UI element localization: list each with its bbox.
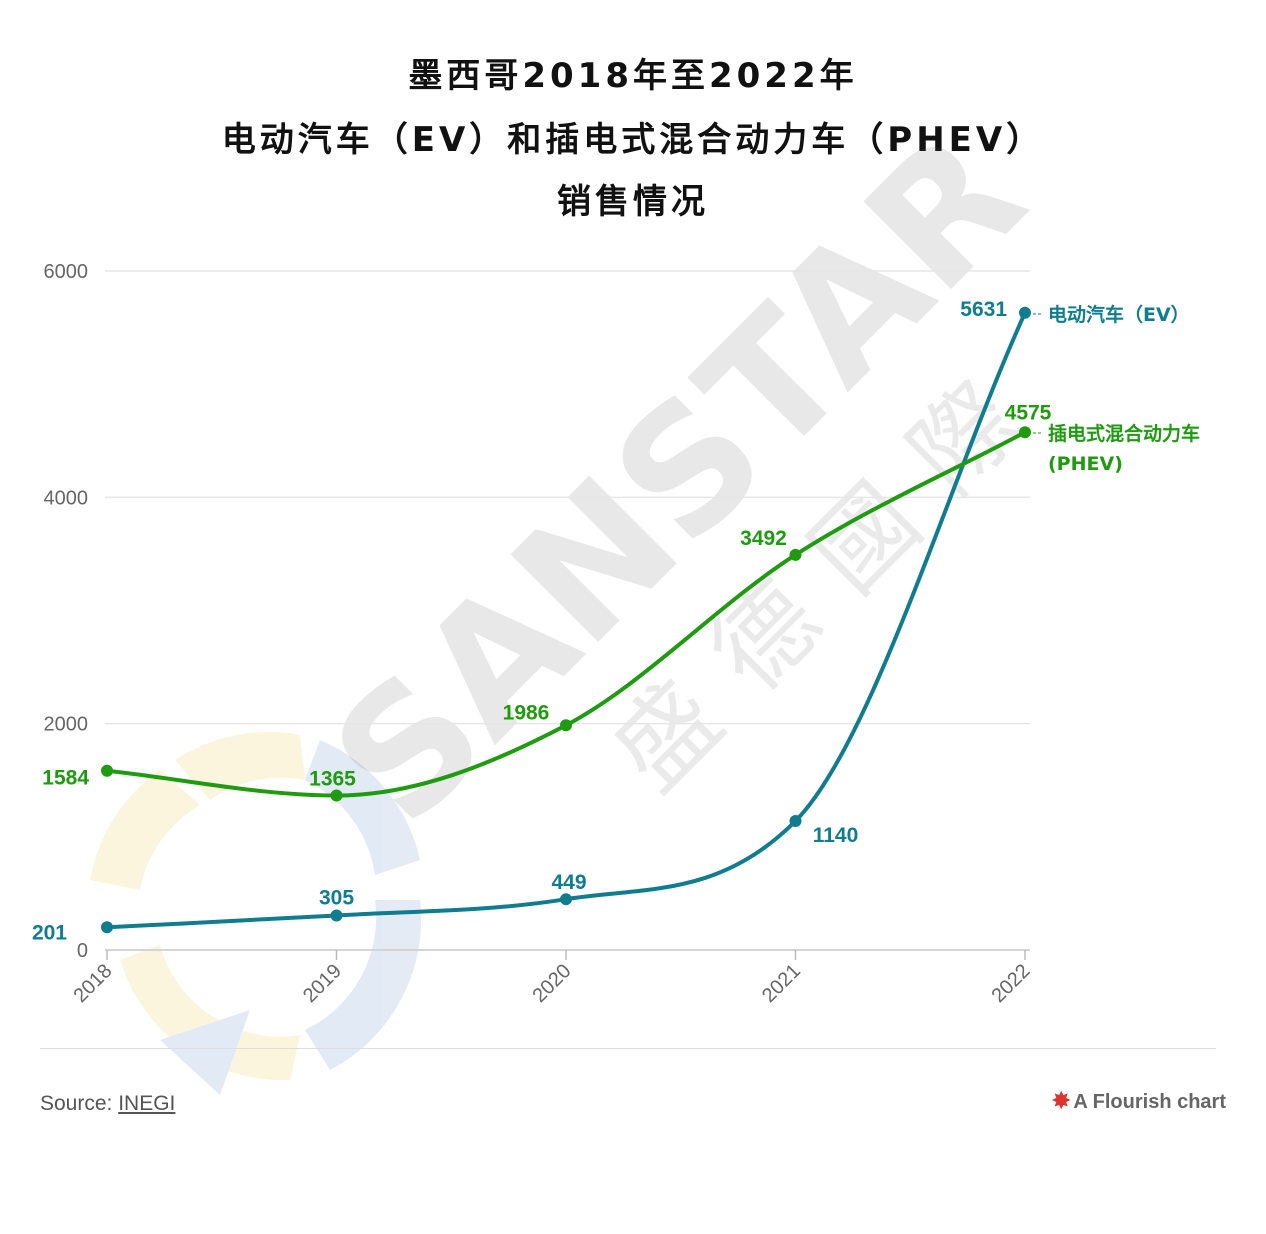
data-label: 1365 <box>309 768 356 791</box>
flourish-credit-text: A Flourish chart <box>1073 1091 1226 1113</box>
data-point <box>789 548 802 561</box>
chart-title-line1: 墨西哥2018年至2022年 <box>408 56 858 96</box>
data-point <box>330 789 343 802</box>
data-point <box>789 814 802 827</box>
data-label: 1986 <box>503 701 550 724</box>
x-tick-label: 2021 <box>758 960 805 1007</box>
data-label: 3492 <box>740 527 787 550</box>
data-label: 201 <box>32 921 67 944</box>
y-tick-label: 0 <box>77 940 88 962</box>
data-point <box>1019 426 1031 439</box>
axes: 0 2000 4000 6000 2018 2019 2020 2021 2022 <box>44 261 1035 1007</box>
data-label: 4575 <box>1005 401 1052 424</box>
series-label-phev: 插电式混合动力车 (PHEV) <box>1033 422 1200 475</box>
footer-divider <box>40 1048 1216 1049</box>
data-label: 305 <box>319 886 354 909</box>
data-point <box>101 921 113 934</box>
series-label-ev: 电动汽车（EV） <box>1033 303 1190 326</box>
data-point <box>560 893 572 906</box>
source-note: Source: INEGI <box>40 1092 175 1116</box>
data-label: 5631 <box>960 298 1007 321</box>
series-line-phev <box>105 430 1027 798</box>
data-point <box>330 909 343 922</box>
series-label-ev-text: 电动汽车（EV） <box>1048 303 1190 326</box>
data-point <box>1019 306 1031 319</box>
x-tick-label: 2019 <box>299 960 346 1007</box>
x-tick-label: 2020 <box>529 960 576 1007</box>
data-point <box>560 719 572 732</box>
y-tick-label: 2000 <box>44 714 89 736</box>
y-tick-label: 6000 <box>44 261 89 283</box>
data-label: 1140 <box>813 824 859 847</box>
series-lines <box>101 306 1031 934</box>
series-line-ev <box>105 310 1027 930</box>
source-prefix: Source: <box>40 1092 119 1115</box>
data-label: 1584 <box>42 767 89 790</box>
flourish-star-icon: ✸ <box>1051 1088 1071 1113</box>
source-link[interactable]: INEGI <box>118 1092 176 1115</box>
data-labels: 201 305 449 1140 5631 1584 1365 1986 3492 4575 <box>32 298 1052 944</box>
data-label: 449 <box>551 871 586 894</box>
x-tick-label: 2018 <box>70 960 117 1007</box>
series-label-phev-text-2: (PHEV) <box>1048 453 1123 475</box>
chart-title-line2: 电动汽车（EV）和插电式混合动力车（PHEV） <box>221 120 1045 160</box>
flourish-credit[interactable]: ✸ A Flourish chart <box>1052 1088 1226 1114</box>
y-tick-label: 4000 <box>44 487 89 509</box>
x-tick-label: 2022 <box>988 960 1035 1007</box>
series-label-phev-text-1: 插电式混合动力车 <box>1048 422 1200 445</box>
data-point <box>101 764 113 777</box>
chart-title-line3: 销售情况 <box>557 182 709 222</box>
grid-lines <box>105 270 1030 951</box>
